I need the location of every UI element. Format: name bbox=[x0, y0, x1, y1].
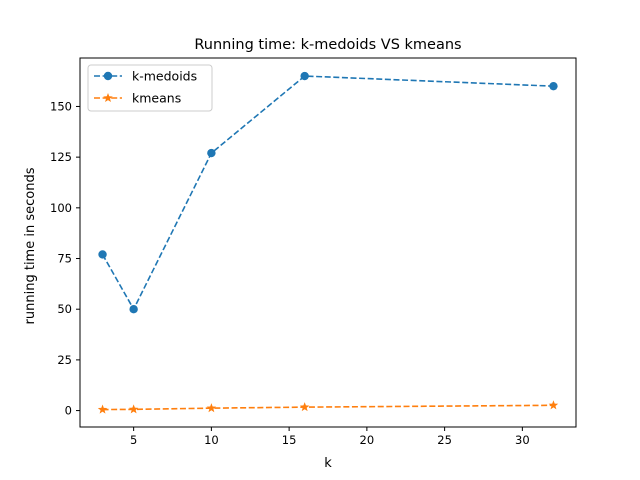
y-tick-label: 0 bbox=[65, 404, 72, 418]
data-point bbox=[97, 404, 108, 414]
legend-item: k-medoids bbox=[94, 69, 197, 84]
x-tick-label: 30 bbox=[515, 433, 530, 447]
series-line bbox=[102, 404, 554, 411]
y-tick-label: 25 bbox=[57, 353, 72, 367]
data-point bbox=[129, 305, 138, 314]
data-point bbox=[548, 400, 559, 410]
legend-item: kmeans bbox=[94, 91, 181, 106]
series-kmeans bbox=[97, 400, 559, 414]
chart-title: Running time: k-medoids VS kmeans bbox=[194, 37, 461, 53]
x-tick-label: 20 bbox=[360, 433, 375, 447]
legend-label: kmeans bbox=[132, 91, 181, 106]
data-point bbox=[300, 71, 309, 81]
x-tick-label: 5 bbox=[130, 433, 137, 447]
data-point bbox=[128, 404, 139, 414]
legend-label: k-medoids bbox=[132, 69, 197, 84]
y-tick-label: 150 bbox=[50, 99, 72, 113]
x-tick-label: 25 bbox=[437, 433, 452, 447]
y-tick-label: 75 bbox=[57, 252, 72, 266]
x-axis-ticks: 5 10 15 20 25 30 bbox=[130, 427, 530, 447]
data-point bbox=[98, 250, 107, 259]
x-tick-label: 10 bbox=[204, 433, 219, 447]
legend: k-medoids kmeans bbox=[87, 64, 213, 112]
x-axis-label: k bbox=[324, 456, 332, 471]
y-tick-label: 125 bbox=[50, 150, 72, 164]
legend-box bbox=[87, 64, 213, 112]
y-tick-label: 100 bbox=[50, 201, 72, 215]
series-k-medoids bbox=[98, 71, 558, 314]
data-point bbox=[299, 402, 310, 412]
data-point bbox=[207, 148, 216, 158]
y-tick-label: 50 bbox=[57, 302, 72, 316]
legend-marker bbox=[103, 71, 113, 81]
data-point bbox=[549, 81, 558, 91]
legend-marker bbox=[103, 93, 113, 103]
axes-frame bbox=[79, 57, 577, 428]
data-point bbox=[206, 403, 217, 413]
y-axis-label: running time in seconds bbox=[23, 167, 38, 324]
x-tick-label: 15 bbox=[282, 433, 297, 447]
plot-series bbox=[97, 71, 559, 414]
y-axis-ticks: 0 25 50 75 100 125 150 bbox=[50, 99, 80, 418]
legend-items: k-medoids kmeans bbox=[94, 69, 197, 106]
